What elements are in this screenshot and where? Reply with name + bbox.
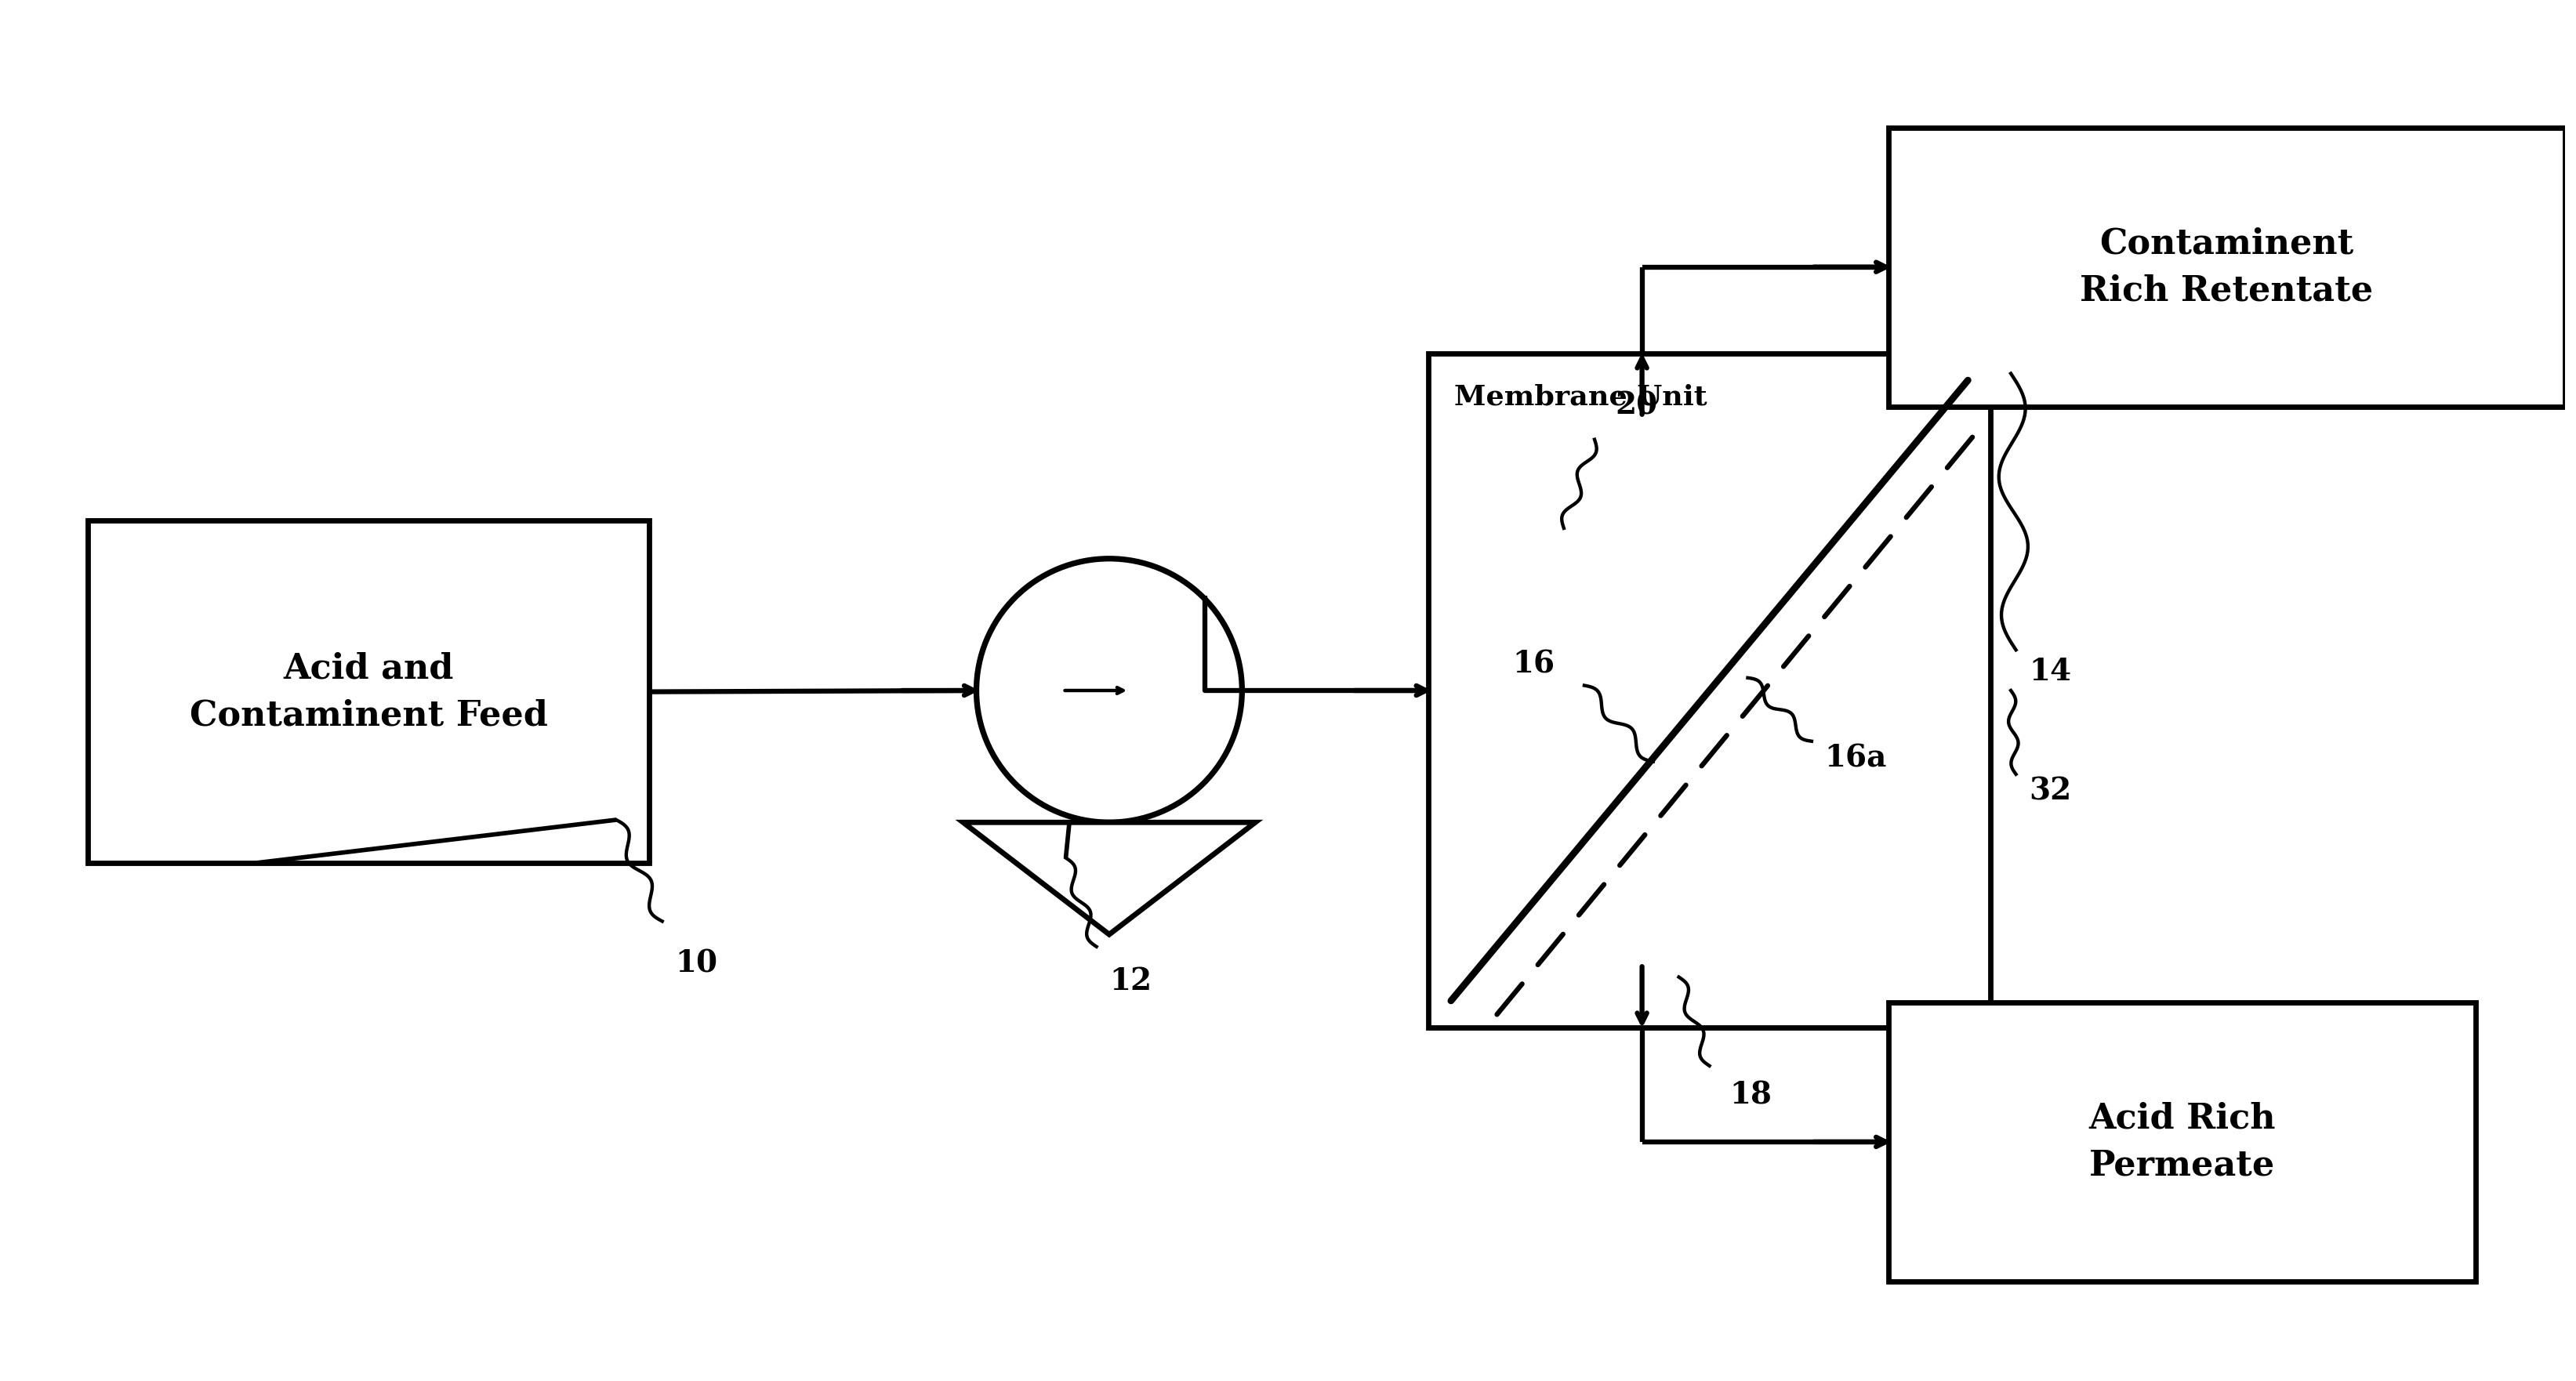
Text: 14: 14 [2030, 657, 2071, 686]
Polygon shape [963, 822, 1255, 935]
Text: 16: 16 [1512, 649, 1556, 679]
Text: Acid and
Contaminent Feed: Acid and Contaminent Feed [191, 652, 549, 732]
Bar [88, 521, 649, 863]
Text: 18: 18 [1731, 1080, 1772, 1110]
Text: Acid Rich
Permeate: Acid Rich Permeate [2089, 1102, 2275, 1182]
Text: 10: 10 [675, 949, 719, 978]
Bar [1430, 354, 1991, 1027]
Text: Membrane Unit: Membrane Unit [1453, 384, 1708, 410]
Text: Contaminent
Rich Retentate: Contaminent Rich Retentate [2079, 226, 2372, 308]
Text: 12: 12 [1110, 967, 1151, 996]
Bar [1888, 127, 2566, 406]
Text: 16a: 16a [1824, 743, 1886, 773]
Text: 32: 32 [2030, 776, 2071, 805]
Text: 20: 20 [1615, 391, 1656, 420]
Bar [1888, 1003, 2476, 1282]
